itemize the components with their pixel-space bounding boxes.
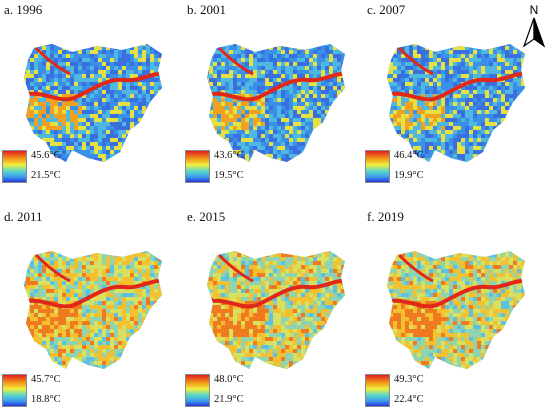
legend: 45.6°C 21.5°C bbox=[2, 150, 122, 184]
north-arrow-left bbox=[522, 17, 535, 48]
legend: 46.4°C 19.9°C bbox=[365, 150, 485, 184]
lst-map bbox=[24, 44, 162, 162]
north-label: N bbox=[530, 3, 539, 17]
legend-min: 22.4°C bbox=[394, 394, 424, 405]
legend-max: 45.6°C bbox=[31, 150, 61, 161]
hot-stream-band bbox=[397, 253, 434, 283]
legend-color-bar bbox=[185, 374, 210, 407]
hot-river-band bbox=[387, 278, 525, 309]
legend-max: 45.7°C bbox=[31, 374, 61, 385]
legend-max: 46.4°C bbox=[394, 150, 424, 161]
legend-color-bar bbox=[365, 374, 390, 407]
hot-river-band bbox=[387, 71, 525, 102]
legend-min: 21.5°C bbox=[31, 170, 61, 181]
legend-min: 18.8°C bbox=[31, 394, 61, 405]
panel-title: b. 2001 bbox=[187, 2, 226, 17]
hot-river-band bbox=[24, 71, 162, 102]
lst-map bbox=[207, 251, 345, 369]
map-raster bbox=[207, 44, 345, 162]
map-raster bbox=[24, 251, 162, 369]
panel-title: a. 1996 bbox=[4, 2, 43, 17]
legend-color-bar bbox=[365, 150, 390, 183]
hot-river-band bbox=[207, 71, 345, 102]
legend: 43.6°C 19.5°C bbox=[185, 150, 305, 184]
panel-2007: c. 2007 46.4°C 19.9°C bbox=[363, 0, 543, 205]
map-raster bbox=[207, 251, 345, 369]
legend-min: 19.9°C bbox=[394, 170, 424, 181]
hot-stream-band bbox=[34, 46, 71, 76]
hot-river-band bbox=[207, 278, 345, 309]
panel-title: d. 2011 bbox=[4, 209, 43, 224]
legend-max: 49.3°C bbox=[394, 374, 424, 385]
legend: 49.3°C 22.4°C bbox=[365, 374, 485, 408]
hot-stream-band bbox=[217, 46, 254, 76]
panel-2019: f. 2019 49.3°C 22.4°C bbox=[363, 207, 543, 412]
panel-2015: e. 2015 48.0°C 21.9°C bbox=[183, 207, 363, 412]
legend: 45.7°C 18.8°C bbox=[2, 374, 122, 408]
legend-color-bar bbox=[2, 374, 27, 407]
panel-2011: d. 2011 45.7°C 18.8°C bbox=[0, 207, 180, 412]
panel-2001: b. 2001 43.6°C 19.5°C bbox=[183, 0, 363, 205]
north-arrow-icon: N bbox=[522, 3, 546, 48]
lst-map bbox=[24, 251, 162, 369]
lst-map bbox=[387, 251, 525, 369]
legend-min: 19.5°C bbox=[214, 170, 244, 181]
lst-map bbox=[207, 44, 345, 162]
map-raster bbox=[387, 251, 525, 369]
panel-title: e. 2015 bbox=[187, 209, 226, 224]
hot-stream-band bbox=[34, 253, 71, 283]
legend-color-bar bbox=[185, 150, 210, 183]
legend-min: 21.9°C bbox=[214, 394, 244, 405]
legend-max: 43.6°C bbox=[214, 150, 244, 161]
legend-color-bar bbox=[2, 150, 27, 183]
legend-max: 48.0°C bbox=[214, 374, 244, 385]
hot-stream-band bbox=[217, 253, 254, 283]
hot-river-band bbox=[24, 278, 162, 309]
north-arrow-right bbox=[533, 17, 546, 48]
lst-map bbox=[387, 44, 525, 162]
panel-title: f. 2019 bbox=[367, 209, 404, 224]
panel-1996: a. 1996 45.6°C 21.5°C bbox=[0, 0, 180, 205]
hot-stream-band bbox=[397, 46, 434, 76]
panel-title: c. 2007 bbox=[367, 2, 406, 17]
legend: 48.0°C 21.9°C bbox=[185, 374, 305, 408]
